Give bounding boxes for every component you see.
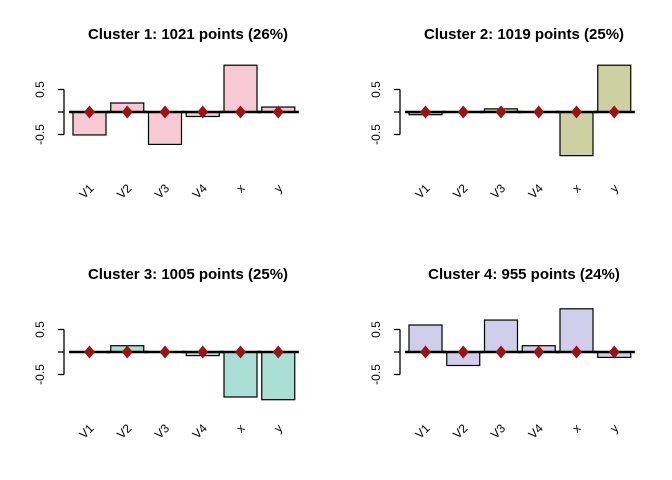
y-tick-label: 0.5: [33, 321, 47, 338]
bar: [223, 64, 258, 113]
y-tick-label: -0.5: [369, 124, 383, 145]
x-category-label: V2: [450, 421, 471, 442]
x-category-label: V1: [76, 181, 97, 202]
bar: [559, 308, 594, 353]
x-category-label: V2: [114, 181, 135, 202]
mean-marker-diamond: [121, 345, 133, 359]
mean-marker-diamond: [495, 105, 507, 119]
x-category-label: V2: [114, 421, 135, 442]
x-category-label: x: [233, 181, 247, 195]
panel-cluster-3: Cluster 3: 1005 points (25%) 0.5 -0.5 V1 V2…: [0, 240, 336, 480]
mean-marker-diamond: [84, 345, 95, 359]
panel-plot: 0.5 -0.5 V1 V2 V3 V4 x y: [369, 308, 635, 442]
bar: [597, 64, 632, 113]
x-category-label: V3: [152, 421, 173, 442]
panel-plot: 0.5 -0.5 V1 V2 V3 V4 x y: [33, 321, 299, 442]
x-category-label: V1: [76, 421, 97, 442]
mean-marker-diamond: [272, 345, 284, 359]
x-category-label: y: [607, 421, 621, 435]
x-category-label: V3: [488, 181, 509, 202]
bar: [559, 111, 594, 157]
panel-title: Cluster 2: 1019 points (25%): [423, 26, 625, 43]
y-tick-label: -0.5: [369, 364, 383, 385]
panel-plot: 0.5 -0.5 V1 V2 V3 V4 x y: [369, 64, 635, 202]
mean-marker-diamond: [571, 345, 582, 359]
x-category-label: V2: [450, 181, 471, 202]
panel-cluster-2: Cluster 2: 1019 points (25%) 0.5 -0.5 V1 V2…: [336, 0, 672, 240]
mean-marker-diamond: [235, 345, 246, 359]
mean-marker-diamond: [272, 105, 284, 119]
mean-marker-diamond: [420, 345, 431, 359]
x-category-label: V1: [412, 181, 433, 202]
panel-cluster-4: Cluster 4: 955 points (24%) 0.5 -0.5 V1 V2 V…: [336, 240, 672, 480]
mean-marker-diamond: [533, 345, 545, 359]
x-category-label: y: [271, 181, 285, 195]
x-category-label: x: [569, 181, 583, 195]
mean-marker-diamond: [420, 105, 431, 119]
mean-marker-diamond: [197, 345, 209, 359]
panel-title: Cluster 1: 1021 points (26%): [87, 26, 289, 43]
y-tick-label: 0.5: [369, 81, 383, 98]
x-category-label: y: [607, 181, 621, 195]
mean-marker-diamond: [571, 105, 582, 119]
x-category-label: x: [569, 421, 583, 435]
x-category-label: V3: [152, 181, 173, 202]
mean-marker-diamond: [457, 345, 469, 359]
y-tick-label: -0.5: [33, 364, 47, 385]
panel-cluster-1: Cluster 1: 1021 points (26%) 0.5 -0.5 V1 V2…: [0, 0, 336, 240]
mean-marker-diamond: [457, 105, 469, 119]
mean-marker-diamond: [197, 105, 209, 119]
x-category-label: V3: [488, 421, 509, 442]
mean-marker-diamond: [84, 105, 95, 119]
mean-marker-diamond: [608, 105, 620, 119]
panel-title: Cluster 3: 1005 points (25%): [87, 266, 289, 283]
y-tick-label: 0.5: [33, 81, 47, 98]
x-category-label: y: [271, 421, 285, 435]
x-category-label: x: [233, 421, 247, 435]
x-category-label: V4: [526, 181, 547, 202]
mean-marker-diamond: [121, 105, 133, 119]
x-category-label: V4: [526, 421, 547, 442]
x-category-label: V1: [412, 421, 433, 442]
x-category-label: V4: [190, 181, 211, 202]
x-category-label: V4: [190, 421, 211, 442]
bar: [223, 351, 258, 398]
mean-marker-diamond: [159, 105, 171, 119]
panel-title: Cluster 4: 955 points (24%): [428, 266, 620, 283]
mean-marker-diamond: [608, 345, 620, 359]
mean-marker-diamond: [533, 105, 545, 119]
mean-marker-diamond: [159, 345, 171, 359]
panel-plot: 0.5 -0.5 V1 V2 V3 V4 x y: [33, 64, 299, 202]
mean-marker-diamond: [495, 345, 507, 359]
bar: [261, 351, 296, 401]
y-tick-label: 0.5: [369, 321, 383, 338]
mean-marker-diamond: [235, 105, 246, 119]
y-tick-label: -0.5: [33, 124, 47, 145]
